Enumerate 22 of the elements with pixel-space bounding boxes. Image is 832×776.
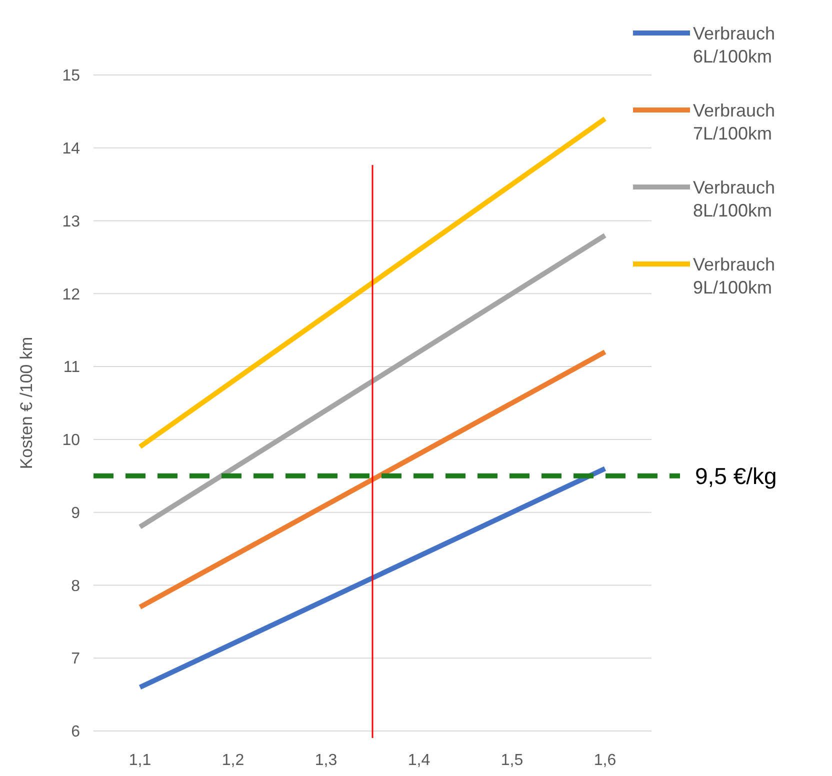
legend-label: Verbrauch 9L/100km — [693, 254, 776, 298]
legend-label: Verbrauch 6L/100km — [693, 23, 776, 67]
y-axis-title: Kosten € /100 km — [17, 336, 36, 470]
y-tick-label: 12 — [62, 286, 80, 304]
y-tick-label: 10 — [62, 432, 80, 450]
y-tick-label: 9 — [71, 504, 80, 522]
x-tick-label: 1,3 — [314, 752, 338, 769]
x-tick-label: 1,6 — [594, 752, 616, 769]
ref-line-label: 9,5 €/kg — [695, 462, 777, 489]
legend-label: Verbrauch 7L/100km — [693, 100, 776, 144]
y-tick-label: 6 — [71, 724, 80, 741]
y-tick-label: 13 — [62, 213, 80, 230]
x-tick-label: 1,1 — [128, 752, 152, 769]
y-tick-label: 15 — [62, 68, 80, 85]
y-tick-label: 8 — [71, 578, 80, 595]
y-tick-label: 7 — [71, 650, 80, 668]
x-tick-label: 1,5 — [500, 752, 524, 769]
legend-label: Verbrauch 8L/100km — [693, 177, 776, 221]
y-tick-label: 14 — [62, 140, 80, 158]
x-tick-label: 1,2 — [222, 752, 244, 769]
y-tick-label: 11 — [63, 359, 80, 376]
x-tick-label: 1,4 — [408, 752, 430, 769]
